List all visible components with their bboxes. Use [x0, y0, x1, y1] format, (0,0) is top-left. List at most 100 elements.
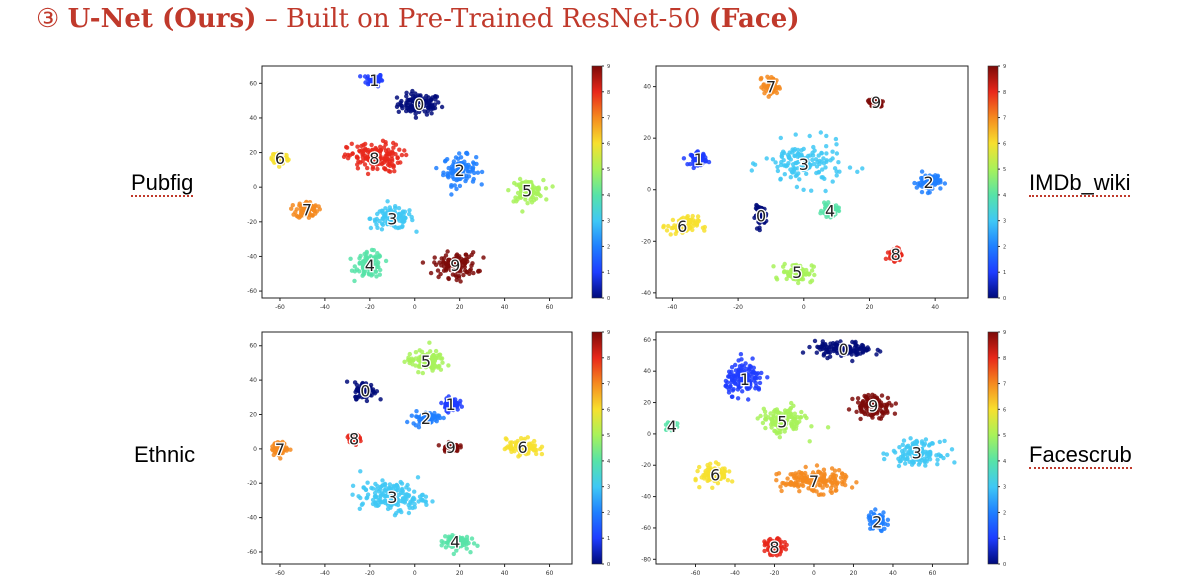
colorbar-tick-label: 0 — [607, 296, 610, 302]
scatter-point-class-7 — [308, 207, 313, 212]
scatter-point-class-8 — [348, 436, 354, 441]
scatter-point-class-9 — [462, 264, 467, 270]
colorbar-tick-label: 8 — [1003, 90, 1006, 96]
x-tick-label: 0 — [413, 570, 417, 577]
scatter-point-class-5 — [812, 272, 817, 278]
scatter-point-class-7 — [833, 484, 839, 490]
scatter-point-class-4 — [818, 211, 823, 216]
scatter-point-class-4 — [460, 537, 465, 542]
scatter-point-class-9 — [449, 258, 454, 264]
scatter-point-class-0 — [413, 115, 419, 120]
x-tick-label: -20 — [770, 570, 780, 577]
scatter-point-class-2 — [881, 510, 886, 515]
scatter-point-class-5 — [446, 363, 451, 368]
colorbar-tick-label: 4 — [607, 193, 610, 199]
scatter-point-class-3 — [399, 509, 404, 515]
scatter-point-class-0 — [398, 100, 403, 106]
scatter-point-class-9 — [432, 255, 437, 260]
scatter-point-class-3 — [824, 144, 829, 149]
scatter-point-class-3 — [882, 456, 887, 462]
scatter-point-class-9 — [865, 396, 870, 402]
scatter-point-class-5 — [520, 209, 525, 214]
scatter-point-class-8 — [883, 256, 889, 261]
scatter-point-class-2 — [935, 174, 940, 180]
scatter-point-class-3 — [379, 208, 385, 213]
x-tick-label: 60 — [929, 570, 937, 577]
scatter-point-class-3 — [385, 506, 391, 512]
scatter-point-class-3 — [921, 456, 927, 462]
cluster-label-0: 0 — [360, 381, 370, 400]
scatter-point-class-9 — [855, 396, 861, 401]
scatter-point-class-8 — [345, 156, 351, 161]
scatter-point-class-7 — [316, 204, 321, 209]
scatter-point-class-5 — [413, 363, 418, 368]
scatter-point-class-3 — [387, 482, 393, 487]
scatter-point-class-8 — [372, 159, 377, 165]
scatter-point-class-7 — [284, 446, 290, 451]
scatter-point-class-3 — [795, 147, 801, 153]
scatter-point-class-9 — [855, 400, 861, 405]
scatter-point-class-7 — [765, 84, 770, 89]
scatter-point-class-2 — [927, 173, 932, 178]
scatter-point-class-2 — [471, 161, 477, 166]
scatter-point-class-5 — [763, 425, 768, 431]
scatter-point-class-8 — [381, 156, 387, 162]
plot-ethnic: -60 -40 -20 0 20 40 60-60-40-20020406001234567… — [247, 330, 610, 577]
scatter-point-class-0 — [433, 97, 438, 102]
scatter-point-class-0 — [429, 111, 434, 116]
scatter-point-class-1 — [735, 396, 741, 401]
scatter-point-class-3 — [796, 171, 801, 176]
x-tick-label: 0 — [413, 304, 417, 311]
y-tick-label: -40 — [247, 515, 257, 522]
scatter-point-class-7 — [832, 468, 838, 473]
scatter-point-class-3 — [923, 463, 928, 468]
scatter-point-class-5 — [439, 356, 445, 361]
colorbar-tick-label: 4 — [607, 459, 610, 465]
scatter-point-class-9 — [876, 398, 882, 403]
cluster-label-9: 9 — [871, 93, 881, 112]
colorbar-tick-label: 9 — [1003, 64, 1006, 70]
scatter-point-class-2 — [450, 170, 456, 176]
colorbar-tick-label: 6 — [607, 407, 610, 413]
scatter-point-class-3 — [779, 154, 785, 159]
scatter-point-class-3 — [824, 159, 829, 164]
scatter-point-class-7 — [288, 447, 293, 452]
scatter-point-class-5 — [787, 273, 792, 278]
scatter-point-class-3 — [821, 156, 826, 161]
scatter-point-class-3 — [389, 220, 394, 225]
colorbar-tick-label: 9 — [607, 64, 610, 70]
scatter-point-class-2 — [885, 517, 891, 522]
cluster-label-0: 0 — [756, 207, 766, 226]
scatter-point-class-5 — [778, 422, 784, 428]
scatter-point-class-4 — [358, 261, 363, 266]
scatter-point-class-7 — [304, 203, 309, 208]
y-tick-label: 60 — [249, 80, 257, 87]
scatter-point-class-8 — [402, 148, 407, 153]
slide-title: ③ U-Net (Ours) – Built on Pre-Trained Re… — [36, 4, 800, 34]
scatter-point-class-5 — [529, 179, 534, 185]
scatter-point-class-3 — [400, 490, 405, 496]
scatter-point-class-0 — [831, 344, 836, 349]
scatter-point-class-2 — [457, 151, 462, 156]
scatter-point-class-2 — [885, 522, 890, 527]
scatter-point-class-1 — [375, 84, 381, 89]
scatter-point-class-3 — [376, 489, 382, 494]
x-tick-label: 60 — [546, 570, 554, 577]
scatter-point-class-8 — [362, 162, 368, 167]
scatter-point-class-3 — [373, 500, 378, 505]
scatter-point-class-7 — [835, 480, 840, 485]
scatter-point-class-3 — [395, 217, 401, 222]
scatter-point-class-2 — [938, 186, 943, 191]
scatter-point-class-2 — [443, 158, 448, 163]
scatter-point-class-9 — [447, 442, 453, 447]
scatter-point-class-6 — [519, 439, 525, 444]
scatter-point-class-9 — [468, 267, 473, 272]
scatter-point-class-7 — [280, 450, 285, 456]
scatter-point-class-7 — [298, 211, 304, 216]
scatter-point-class-8 — [780, 546, 785, 551]
scatter-point-class-7 — [280, 447, 285, 452]
scatter-point-class-2 — [411, 421, 416, 426]
scatter-point-class-3 — [393, 502, 399, 507]
scatter-point-class-2 — [479, 182, 484, 187]
scatter-point-class-3 — [832, 166, 838, 171]
